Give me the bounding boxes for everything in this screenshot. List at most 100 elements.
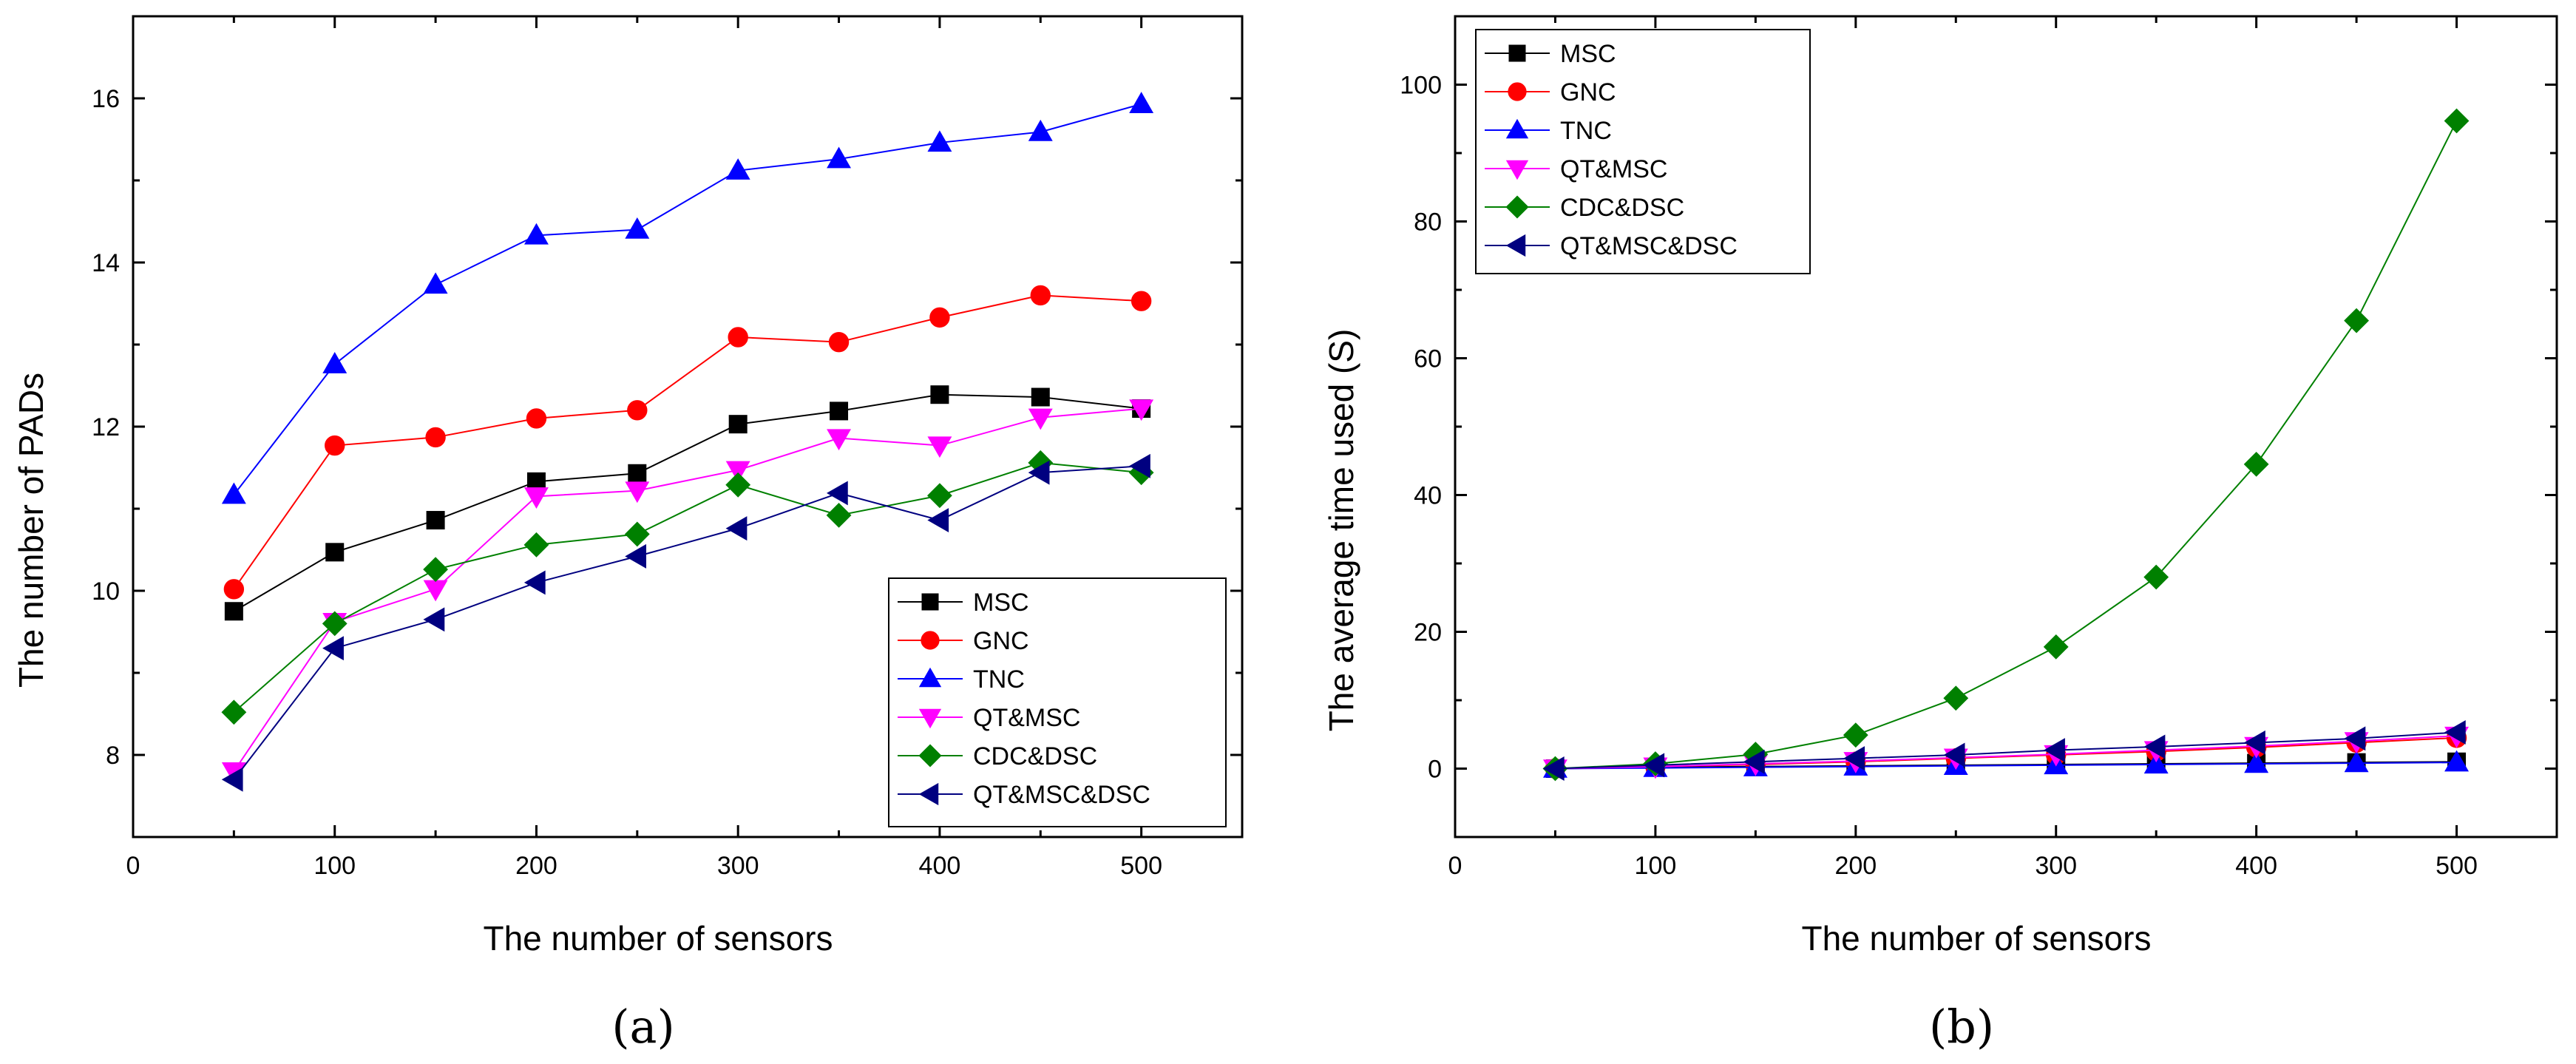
data-point-qt-msc-dsc — [1743, 749, 1765, 774]
data-point-tnc — [927, 130, 952, 152]
chart-b: 0 100 200 300 400 500 0 20 40 60 80 100 The number o… — [1322, 15, 2558, 1054]
data-point-cdc-dsc — [1943, 685, 1969, 711]
data-point-gnc — [828, 331, 850, 353]
data-point-qt-msc — [625, 481, 650, 504]
data-point-tnc — [2444, 750, 2470, 772]
data-point-tnc — [1129, 92, 1154, 113]
data-point-qt-msc-dsc — [927, 508, 949, 533]
legend-label-qt-msc: QT&MSC — [1560, 155, 1667, 183]
data-point-qt-msc-dsc — [725, 516, 748, 541]
data-point-msc — [830, 401, 849, 421]
legend-marker-msc — [921, 593, 939, 611]
data-point-gnc — [627, 400, 648, 421]
series-line-tnc — [1555, 762, 2457, 770]
data-point-gnc — [1131, 291, 1152, 311]
data-point-tnc — [625, 217, 650, 239]
data-point-tnc — [221, 482, 246, 504]
series-line-tnc — [233, 103, 1142, 495]
data-point-cdc-dsc — [826, 502, 852, 528]
series-line-cdc-dsc — [233, 461, 1142, 714]
series-line-qt-msc-dsc — [233, 465, 1142, 780]
legend-label-gnc: GNC — [1560, 78, 1616, 106]
legend-box — [1475, 29, 1811, 274]
data-point-qt-msc — [827, 429, 852, 451]
x-tick-label: 400 — [919, 852, 961, 880]
data-point-gnc — [728, 327, 748, 348]
data-point-qt-msc-dsc — [2044, 738, 2065, 762]
data-point-msc — [728, 415, 748, 434]
x-tick-label: 500 — [1120, 852, 1162, 880]
data-point-qt-msc-dsc — [1943, 742, 1965, 767]
y-axis-label: The number of PADs — [12, 373, 50, 688]
data-point-tnc — [827, 146, 852, 169]
data-point-qt-msc — [423, 580, 448, 602]
legend-label-qt-msc: QT&MSC — [973, 704, 1080, 732]
legend-marker-qt-msc — [1505, 160, 1529, 180]
x-tick-label: 200 — [1834, 852, 1877, 880]
data-point-qt-msc-dsc — [625, 543, 647, 569]
data-point-cdc-dsc — [2243, 451, 2269, 477]
x-tick-label: 100 — [313, 852, 356, 880]
legend: MSC GNC TNC QT&MSC CDC&DSC QT&MSC&DSC — [1475, 29, 1811, 274]
y-tick-label: 10 — [92, 577, 120, 606]
data-point-tnc — [725, 158, 750, 180]
x-axis-label: The number of sensors — [483, 919, 833, 958]
y-tick-label: 20 — [1414, 619, 1442, 647]
data-point-qt-msc-dsc — [2444, 720, 2466, 745]
legend-marker-qt-msc-dsc — [918, 782, 939, 806]
data-point-msc — [1031, 387, 1050, 407]
legend-label-qt-msc-dsc: QT&MSC&DSC — [1560, 232, 1738, 260]
data-point-qt-msc-dsc — [523, 570, 546, 595]
data-point-qt-msc — [1028, 408, 1053, 430]
data-point-gnc — [929, 307, 950, 328]
x-tick-label: 100 — [1635, 852, 1677, 880]
data-point-qt-msc-dsc — [1028, 460, 1050, 485]
data-point-tnc — [2143, 752, 2169, 774]
y-tick-label: 8 — [106, 742, 120, 770]
data-point-tnc — [523, 223, 549, 245]
data-point-gnc — [325, 435, 345, 456]
data-point-qt-msc-dsc — [1643, 753, 1665, 778]
y-tick-label: 80 — [1414, 209, 1442, 237]
legend-label-msc: MSC — [973, 589, 1029, 617]
series-line-qt-msc — [233, 407, 1142, 772]
data-point-qt-msc-dsc — [322, 636, 344, 661]
data-point-cdc-dsc — [1843, 722, 1868, 748]
data-point-qt-msc-dsc — [2344, 726, 2366, 751]
panel-caption: (b) — [1929, 1000, 1994, 1054]
series-line-qt-msc-dsc — [1555, 731, 2457, 770]
data-point-cdc-dsc — [2444, 108, 2470, 134]
data-point-gnc — [223, 579, 245, 600]
data-point-qt-msc-dsc — [826, 481, 848, 506]
legend-marker-cdc-dsc — [918, 744, 942, 767]
x-tick-label: 0 — [126, 852, 140, 880]
data-point-tnc — [2244, 751, 2269, 773]
legend-label-tnc: TNC — [973, 665, 1025, 694]
series-line-qt-msc — [1555, 735, 2457, 770]
x-tick-label: 300 — [2035, 852, 2077, 880]
series-line-msc — [233, 393, 1142, 612]
data-point-cdc-dsc — [423, 557, 448, 583]
data-point-gnc — [526, 408, 547, 429]
data-point-qt-msc — [523, 487, 549, 509]
legend-marker-qt-msc-dsc — [1505, 234, 1526, 257]
y-tick-label: 14 — [92, 249, 120, 277]
legend-marker-gnc — [921, 631, 940, 650]
data-point-qt-msc — [927, 436, 952, 458]
y-axis-label: The average time used (S) — [1322, 329, 1360, 732]
data-point-cdc-dsc — [927, 483, 952, 509]
legend-label-tnc: TNC — [1560, 117, 1612, 145]
x-tick-label: 300 — [717, 852, 759, 880]
y-tick-label: 12 — [92, 413, 120, 441]
legend-marker-tnc — [918, 667, 942, 688]
panel-caption: (a) — [611, 1000, 674, 1054]
legend-label-gnc: GNC — [973, 627, 1029, 655]
data-point-cdc-dsc — [2344, 308, 2369, 333]
series-line-gnc — [233, 294, 1142, 590]
data-point-cdc-dsc — [2043, 634, 2069, 660]
legend-label-qt-msc-dsc: QT&MSC&DSC — [973, 781, 1150, 809]
data-point-tnc — [322, 352, 348, 373]
data-point-tnc — [423, 272, 448, 294]
data-point-msc — [628, 464, 647, 483]
